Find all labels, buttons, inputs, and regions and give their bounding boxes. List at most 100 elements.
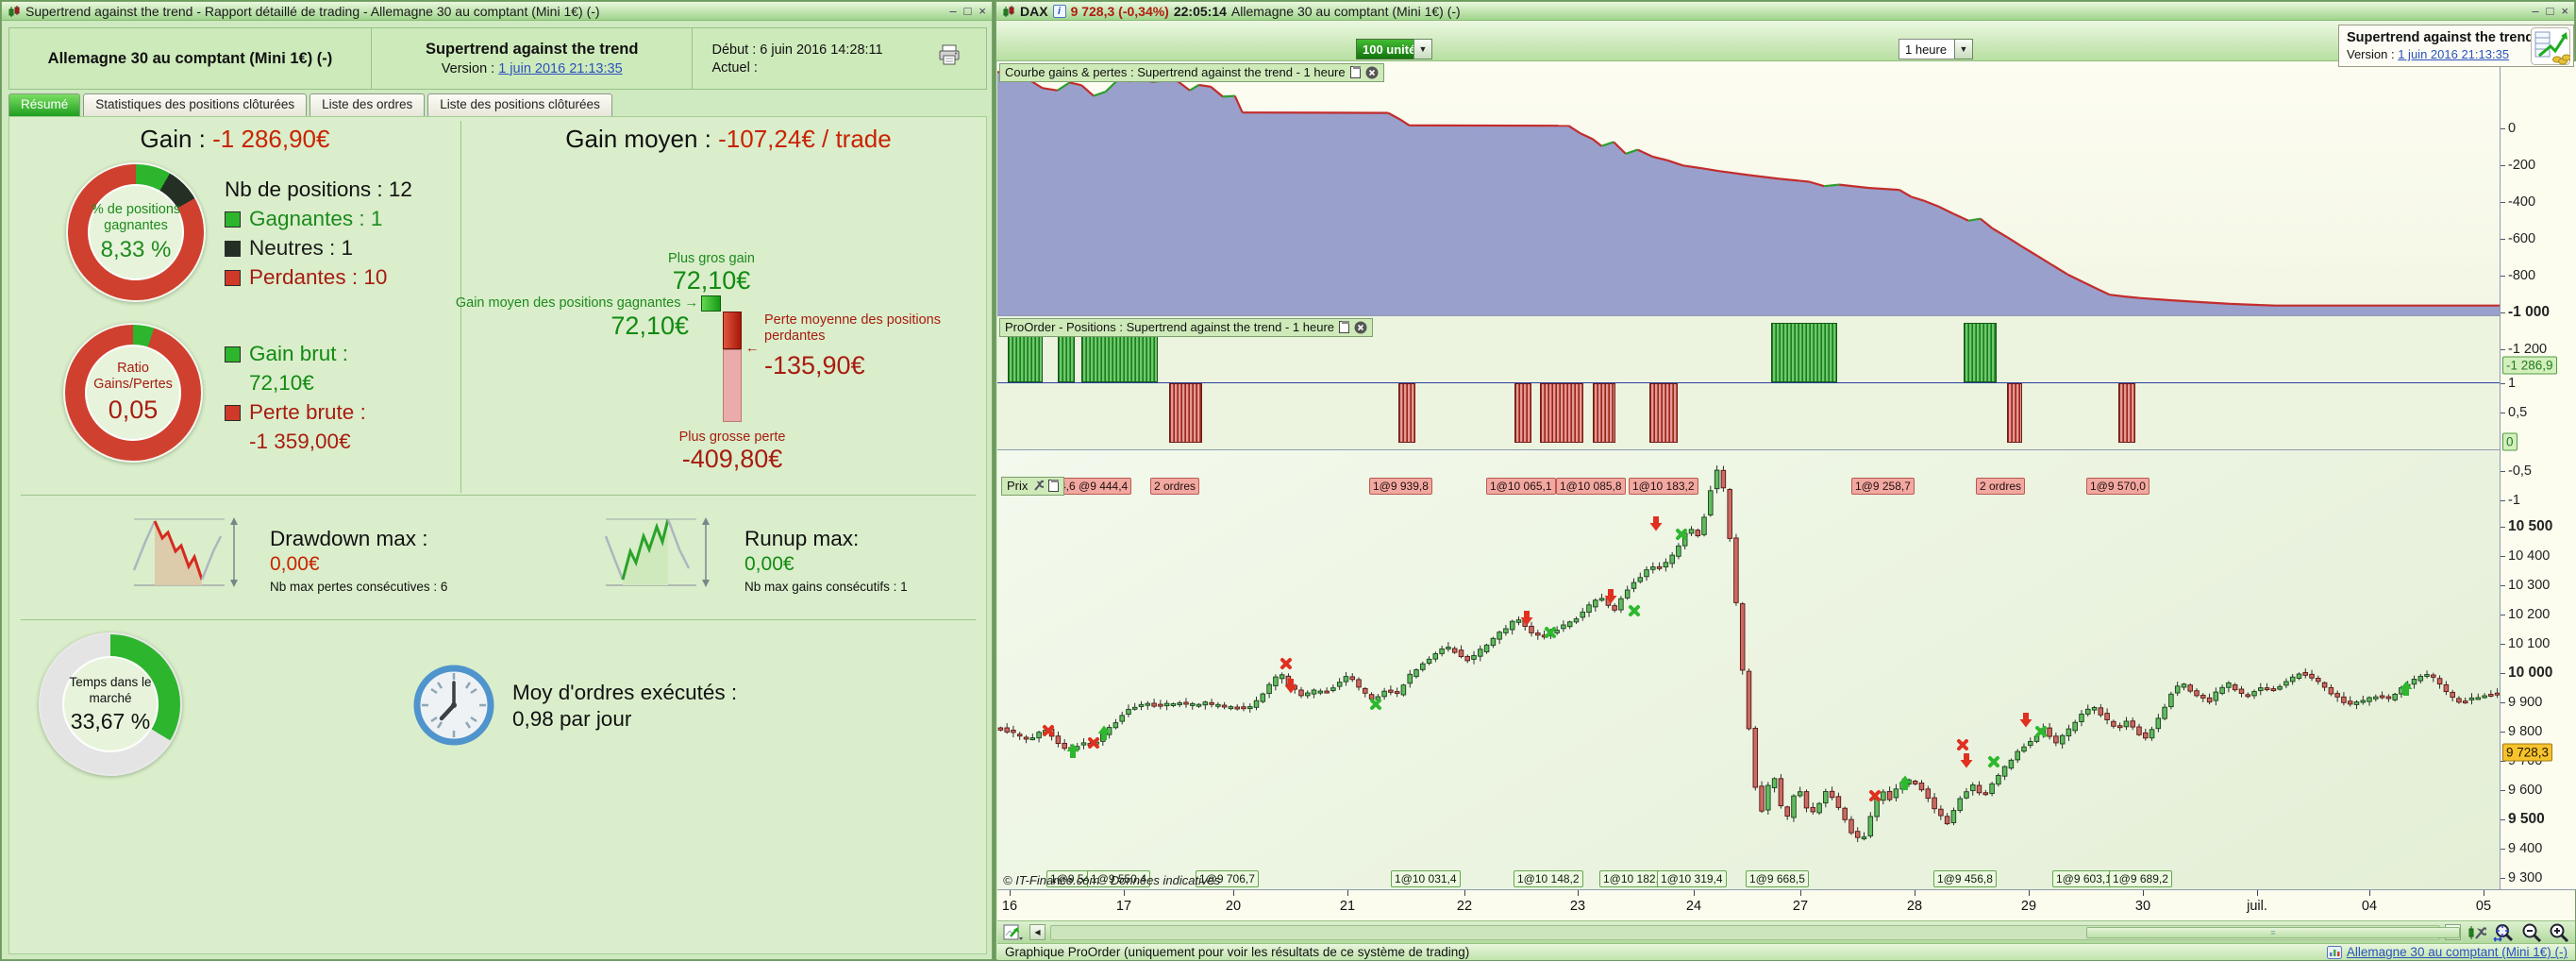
trade-marker-up: [1899, 775, 1912, 790]
axis-label: -400: [2508, 194, 2536, 210]
wrench-icon[interactable]: [1032, 480, 1045, 492]
axis-label: -0,5: [2508, 463, 2532, 479]
axis-label: 9 600: [2508, 783, 2543, 799]
strategy-version-label: Version :: [2347, 47, 2395, 61]
detach-icon[interactable]: [1339, 321, 1350, 333]
date-tick-label: 27: [1792, 899, 1809, 914]
strategy-version-link[interactable]: 1 juin 2016 21:13:35: [2398, 47, 2510, 61]
tab-1[interactable]: Statistiques des positions clôturées: [83, 93, 308, 116]
zoom-in-icon[interactable]: [2548, 923, 2570, 942]
timeframe-select-arrow[interactable]: ▼: [1954, 39, 1973, 59]
date-tick-label: 05: [2475, 899, 2492, 914]
instrument-link[interactable]: Allemagne 30 au comptant (Mini 1€) (-): [2346, 945, 2568, 959]
runup-note: Nb max gains consécutifs : 1: [744, 580, 908, 594]
legend-item-label: Perte brute :: [249, 400, 366, 424]
time-in-market-value: 33,67 %: [70, 709, 151, 733]
scrollbar-thumb[interactable]: ≡: [2086, 926, 2460, 938]
orders-per-day-value: 0,98 par jour: [512, 707, 632, 731]
printer-icon[interactable]: [937, 43, 962, 66]
trade-marker-xg: [2034, 725, 2048, 738]
detach-icon[interactable]: [1349, 66, 1361, 78]
chart-bottom-toolbar: ◀ ≡ ▶: [997, 920, 2575, 943]
short-position-bar: [1649, 383, 1678, 443]
price-axis[interactable]: 0 -200 -400 -600 -800 -1 000 -1 200 1 0,5 -0,5 -1 1…: [2500, 61, 2576, 945]
gain-heading: Gain : -1 286,90€: [9, 125, 460, 154]
chart-settings-icon[interactable]: [2466, 923, 2488, 942]
trade-marker-dn: [1960, 753, 1973, 768]
trade-marker-up: [1097, 725, 1111, 740]
order-label: 1@10 183,2: [1629, 478, 1698, 495]
runup-label: Runup max:: [744, 527, 860, 550]
restore-button[interactable]: □: [963, 4, 972, 18]
legend-item-value: 72,10€: [249, 371, 314, 395]
start-value: 6 juin 2016 14:28:11: [760, 42, 883, 58]
zoom-out-icon[interactable]: [2520, 923, 2543, 942]
date-tick: [2143, 890, 2144, 896]
avg-loss-value: -135,90€: [764, 351, 865, 379]
drawdown-note: Nb max pertes consécutives : 6: [270, 580, 448, 594]
chart-area[interactable]: Courbe gains & pertes : Supertrend again…: [997, 61, 2501, 889]
strategy-box-name: Supertrend against the trend: [2347, 30, 2534, 45]
close-button[interactable]: ×: [2561, 4, 2568, 18]
left-arrow-icon: ←: [745, 341, 760, 356]
tab-2[interactable]: Liste des ordres: [309, 93, 426, 116]
date-tick: [2257, 890, 2258, 896]
info-icon[interactable]: i: [1052, 4, 1066, 18]
axis-tick: [2501, 643, 2505, 645]
units-select-arrow[interactable]: ▼: [1413, 39, 1432, 59]
restore-button[interactable]: □: [2546, 4, 2554, 18]
date-tick-label: 17: [1115, 899, 1132, 914]
trade-marker-xg: [1369, 698, 1382, 711]
timeframe-select[interactable]: 1 heure: [1899, 39, 1955, 59]
scroll-left-button[interactable]: ◀: [1029, 924, 1045, 940]
avg-win-bar: [701, 295, 721, 312]
order-label: 1@10 182,2: [1599, 870, 1669, 887]
zoom-select-icon[interactable]: [2493, 923, 2516, 942]
strategy-report-icon[interactable]: [2531, 27, 2570, 65]
long-position-bar: [1964, 323, 1997, 382]
trade-marker-up: [2400, 681, 2413, 696]
minimize-button[interactable]: –: [2532, 4, 2539, 18]
report-summary-panel: Gain : -1 286,90€ Gain moyen : -107,24€ …: [8, 116, 987, 954]
avg-loss-label: Perte moyenne des positions: [764, 312, 941, 328]
close-icon[interactable]: [1354, 321, 1367, 334]
report-window: Supertrend against the trend - Rapport d…: [1, 1, 993, 960]
tab-resume[interactable]: Résumé: [8, 93, 81, 116]
positions-count: Nb de positions : 12: [225, 177, 412, 201]
axis-label: -1: [2508, 492, 2520, 508]
date-axis[interactable]: 16 17 20 21 22 23 24 27 28 29 30 juil. 04 05: [997, 889, 2575, 920]
minimize-button[interactable]: –: [949, 4, 957, 18]
axis-label: 0,5: [2508, 405, 2528, 421]
drawdown-label: Drawdown max :: [270, 527, 428, 550]
axis-tick: [2501, 312, 2505, 313]
legend-item: Gain brut :: [225, 342, 366, 366]
export-chart-icon[interactable]: [1002, 923, 1025, 942]
instrument-icon: [2326, 945, 2342, 959]
tab-3[interactable]: Liste des positions clôturées: [427, 93, 612, 116]
date-tick: [1464, 890, 1465, 896]
date-tick-label: 28: [1906, 899, 1923, 914]
runup-value: 0,00€: [744, 553, 795, 575]
axis-label: -1 000: [2508, 303, 2550, 320]
close-button[interactable]: ×: [979, 4, 986, 18]
axis-label: 9 900: [2508, 695, 2543, 710]
scrollbar-track[interactable]: ≡: [1050, 924, 2460, 940]
date-tick-label: 16: [1001, 899, 1018, 914]
instrument-label: Allemagne 30 au comptant (Mini 1€) (-): [1230, 3, 1461, 19]
axis-tick: [2501, 849, 2505, 851]
equity-panel-title: Courbe gains & pertes : Supertrend again…: [1005, 65, 1346, 79]
axis-label: 10 000: [2508, 664, 2553, 681]
legend-item: Perdantes : 10: [225, 265, 412, 290]
close-icon[interactable]: [1365, 66, 1379, 79]
detach-icon[interactable]: [1048, 480, 1060, 492]
trade-marker-xg: [1675, 528, 1688, 541]
units-select[interactable]: 100 unités: [1356, 39, 1423, 59]
order-label: 1@10 148,2: [1514, 870, 1583, 887]
axis-label: 1: [2508, 376, 2517, 392]
version-link[interactable]: 1 juin 2016 21:13:35: [498, 61, 623, 76]
positions-panel: ProOrder - Positions : Supertrend agains…: [997, 315, 2501, 449]
zero-line: [997, 382, 2501, 383]
trade-marker-xr: [1868, 789, 1882, 802]
legend-item-label: Perdantes : 10: [249, 265, 388, 289]
short-position-bar: [1540, 383, 1583, 443]
